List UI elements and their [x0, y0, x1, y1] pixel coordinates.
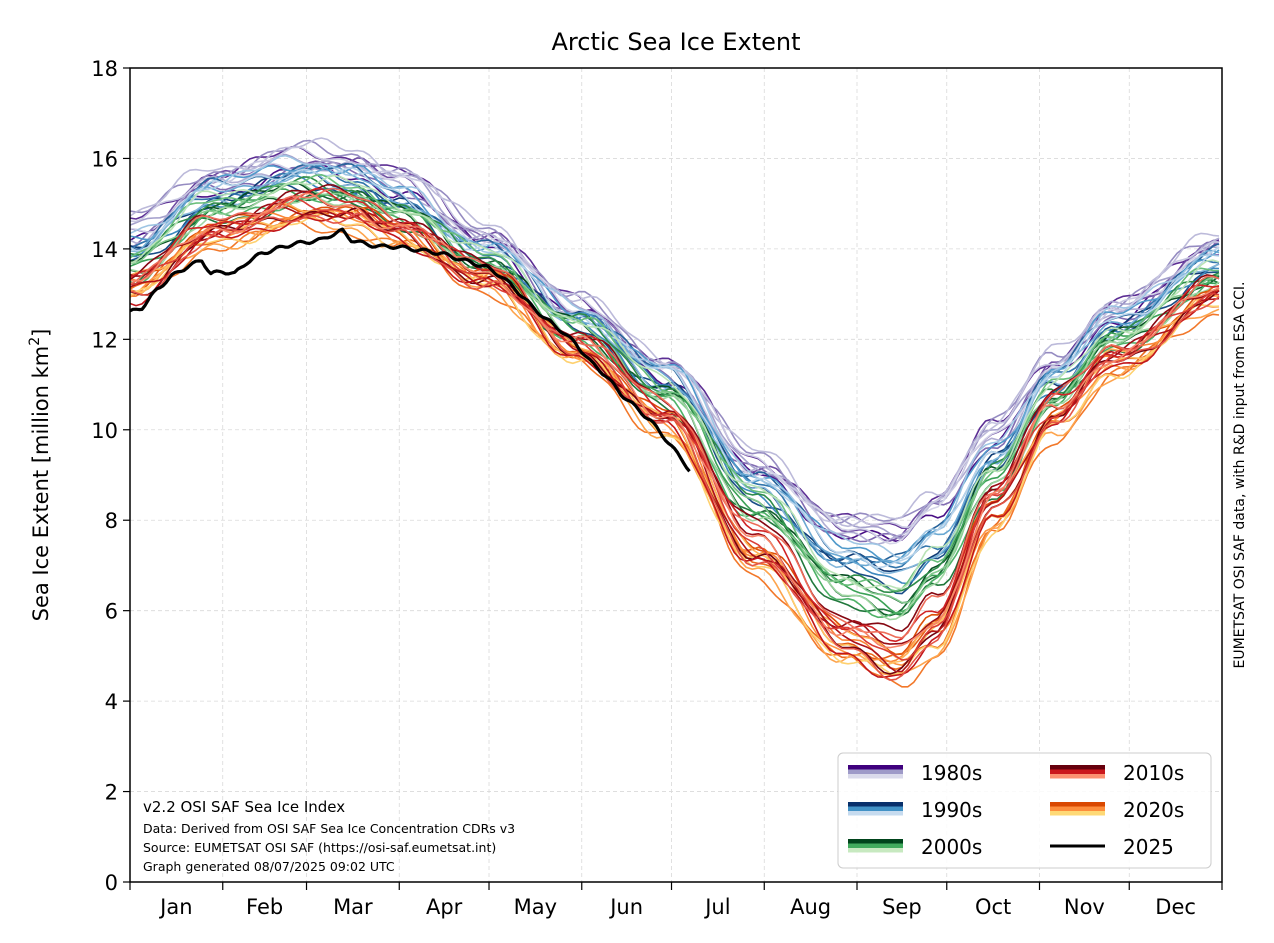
- y-tick-label: 2: [105, 781, 118, 805]
- legend: 1980s 2010s 1990s 2020s 2000s 2025: [837, 752, 1212, 869]
- source-note-line-3: Source: EUMETSAT OSI SAF (https://osi-sa…: [143, 840, 496, 855]
- y-tick-label: 16: [91, 147, 118, 171]
- legend-label: 2020s: [1123, 798, 1184, 822]
- series-1990s-year-line: [129, 167, 1220, 569]
- x-tick-label: Feb: [246, 895, 283, 919]
- series-2010s-year-line: [129, 192, 1220, 649]
- x-tick-label: Dec: [1155, 895, 1196, 919]
- x-tick-label: Mar: [333, 895, 373, 919]
- y-axis-label-main: Sea Ice Extent [million km: [29, 346, 53, 622]
- chart-title: Arctic Sea Ice Extent: [551, 28, 800, 56]
- x-tick-label: Jun: [608, 895, 643, 919]
- legend-swatch-stripe: [848, 843, 903, 848]
- legend-swatch-stripe: [848, 806, 903, 811]
- x-tick-label: Oct: [975, 895, 1011, 919]
- plot-frame: [129, 67, 1223, 883]
- x-tick-label: Jul: [703, 895, 730, 919]
- legend-swatch-stripe: [1050, 806, 1105, 811]
- x-tick-label: Sep: [882, 895, 922, 919]
- legend-swatch-stripe: [848, 765, 903, 770]
- legend-swatch-stripe: [848, 769, 903, 774]
- series-2000s-year-line: [129, 193, 1220, 619]
- y-axis-label: Sea Ice Extent [million km2]: [27, 329, 53, 622]
- series-1980s-year-line: [129, 145, 1220, 529]
- series-2010s-year-line: [129, 211, 1220, 678]
- y-axis: 0 2 4 6 8 10 12 14 16 18: [91, 57, 130, 895]
- legend-swatch-stripe: [1050, 811, 1105, 816]
- legend-swatch-stripe: [848, 848, 903, 853]
- legend-label: 2010s: [1123, 761, 1184, 785]
- legend-swatch-stripe: [848, 802, 903, 807]
- y-tick-label: 8: [105, 509, 118, 533]
- x-tick-label: Apr: [426, 895, 463, 919]
- series-2010s-year-line: [129, 212, 1220, 681]
- x-axis: Jan Feb Mar Apr May Jun Jul Aug Sep Oct Nov Dec: [129, 882, 1223, 919]
- y-tick-label: 14: [91, 238, 118, 262]
- y-axis-label-superscript: 2: [27, 337, 43, 346]
- legend-label: 1990s: [921, 798, 982, 822]
- series-2025-line: [129, 227, 691, 473]
- x-tick-label: Nov: [1064, 895, 1105, 919]
- y-tick-label: 18: [91, 57, 118, 81]
- y-axis-label-close: ]: [29, 329, 53, 337]
- decade-series: [129, 137, 1220, 688]
- x-tick-label: Aug: [790, 895, 831, 919]
- legend-label: 2025: [1123, 835, 1174, 859]
- y-tick-label: 0: [105, 871, 118, 895]
- legend-swatch-stripe: [1050, 765, 1105, 770]
- legend-swatch-stripe: [1050, 774, 1105, 779]
- y-tick-label: 10: [91, 419, 118, 443]
- source-note-line-2: Data: Derived from OSI SAF Sea Ice Conce…: [143, 821, 515, 836]
- source-note-line-4: Graph generated 08/07/2025 09:02 UTC: [143, 859, 395, 874]
- legend-swatch-stripe: [1050, 802, 1105, 807]
- legend-items: 1980s 2010s 1990s 2020s 2000s 2025: [848, 761, 1184, 859]
- y-tick-label: 4: [105, 690, 118, 714]
- current-year-series: [129, 227, 691, 473]
- legend-label: 1980s: [921, 761, 982, 785]
- legend-box: [837, 752, 1212, 869]
- side-credit-text: EUMETSAT OSI SAF data, with R&D input fr…: [1232, 281, 1248, 668]
- x-tick-label: May: [514, 895, 557, 919]
- legend-label: 2000s: [921, 835, 982, 859]
- x-tick-label: Jan: [158, 895, 192, 919]
- source-note: v2.2 OSI SAF Sea Ice Index Data: Derived…: [143, 798, 515, 874]
- plot-area: 0 2 4 6 8 10 12 14 16 18 Jan Feb Mar Apr May Jun Jul Aug…: [91, 57, 1223, 919]
- legend-swatch-stripe: [848, 811, 903, 816]
- series-2000s-year-line: [129, 195, 1220, 621]
- y-tick-label: 6: [105, 600, 118, 624]
- legend-swatch-stripe: [848, 774, 903, 779]
- legend-swatch-stripe: [848, 839, 903, 844]
- source-note-line-1: v2.2 OSI SAF Sea Ice Index: [143, 798, 345, 816]
- y-tick-label: 12: [91, 328, 118, 352]
- legend-swatch-stripe: [1050, 769, 1105, 774]
- series-2000s-year-line: [129, 174, 1220, 590]
